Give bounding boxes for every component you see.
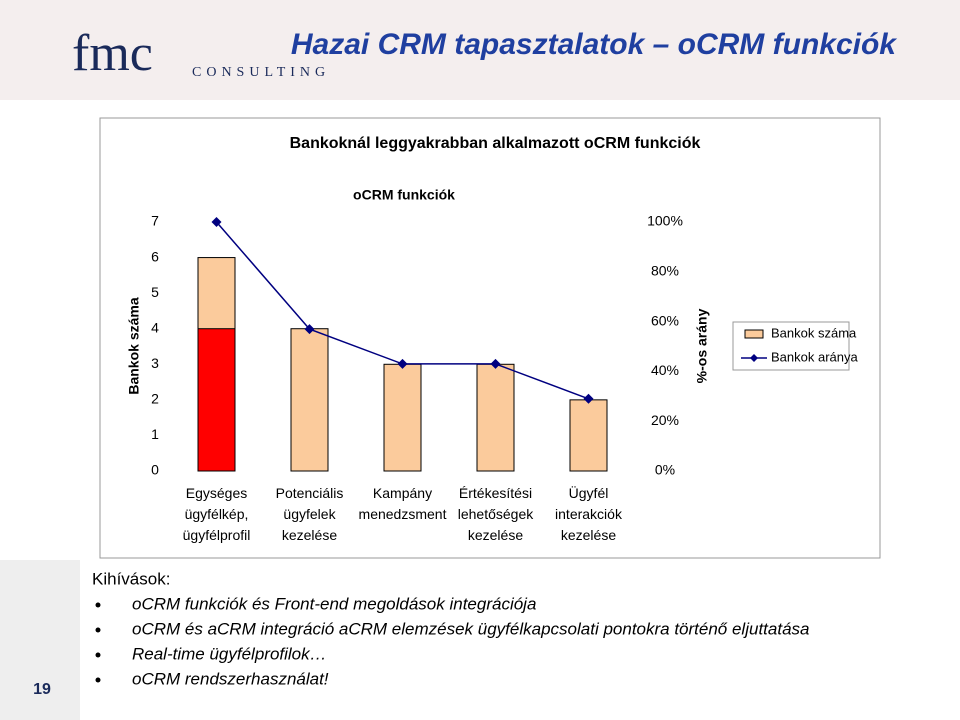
x-tick-label: Egységes ügyfélkép, ügyfélprofil [182,485,251,543]
y-tick-label: 0 [151,462,159,478]
y-tick-label: 4 [151,319,159,335]
marker [583,393,594,404]
legend-marker [750,354,758,362]
challenge-item: oCRM rendszerhasználat! [132,669,329,688]
y2-tick-label: 100% [647,213,683,229]
marker [490,358,501,369]
legend-swatch [744,329,764,339]
bar [569,399,608,472]
legend [732,321,850,371]
marker [211,217,222,227]
bar [476,363,515,472]
x-tick-label: Kampány menedzsment [358,485,447,522]
y-tick-label: 7 [151,213,159,229]
challenge-item: oCRM funkciók és Front-end megoldások in… [132,594,536,613]
bar [197,328,236,472]
bar [290,328,329,472]
y-tick-label: 1 [151,426,159,442]
bullet [95,627,101,633]
y-tick-label: 6 [151,248,159,264]
chart-title: Bankoknál leggyakrabban alkalmazott oCRM… [290,135,701,152]
challenges-heading: Kihívások: [92,569,170,588]
bar [383,363,422,472]
y-tick-label: 5 [151,284,159,300]
y2-tick-label: 0% [655,462,675,478]
marker [397,358,408,369]
y2-tick-label: 60% [651,312,679,328]
header-band [0,0,960,100]
page-number: 19 [33,681,51,698]
y-axis-title: Bankok száma [126,297,142,394]
marker [304,324,315,335]
logo: fmc [72,25,153,82]
y2-axis-title: %-os arány [694,308,710,383]
logo-sub: CONSULTING [192,65,330,80]
chart-subtitle: oCRM funkciók [353,187,455,203]
y-tick-label: 3 [151,355,159,371]
legend-label: Bankok aránya [771,349,858,364]
y-tick-label: 2 [151,391,159,407]
x-tick-label: Értékesítési lehetőségek kezelése [457,485,534,543]
challenge-item: oCRM és aCRM integráció aCRM elemzések ü… [132,619,809,638]
bullet [95,677,101,683]
y2-tick-label: 40% [651,362,679,378]
challenge-item: Real-time ügyfélprofilok… [132,644,327,663]
bullet [95,602,101,608]
y2-tick-label: 20% [651,412,679,428]
x-tick-label: Potenciális ügyfelek kezelése [275,485,344,543]
side-band [0,560,80,720]
bullet [95,652,101,658]
x-tick-label: Ügyfél interakciók kezelése [555,485,622,543]
y2-tick-label: 80% [651,263,679,279]
legend-label: Bankok száma [771,325,857,340]
slide-title: Hazai CRM tapasztalatok – oCRM funkciók [291,28,897,61]
